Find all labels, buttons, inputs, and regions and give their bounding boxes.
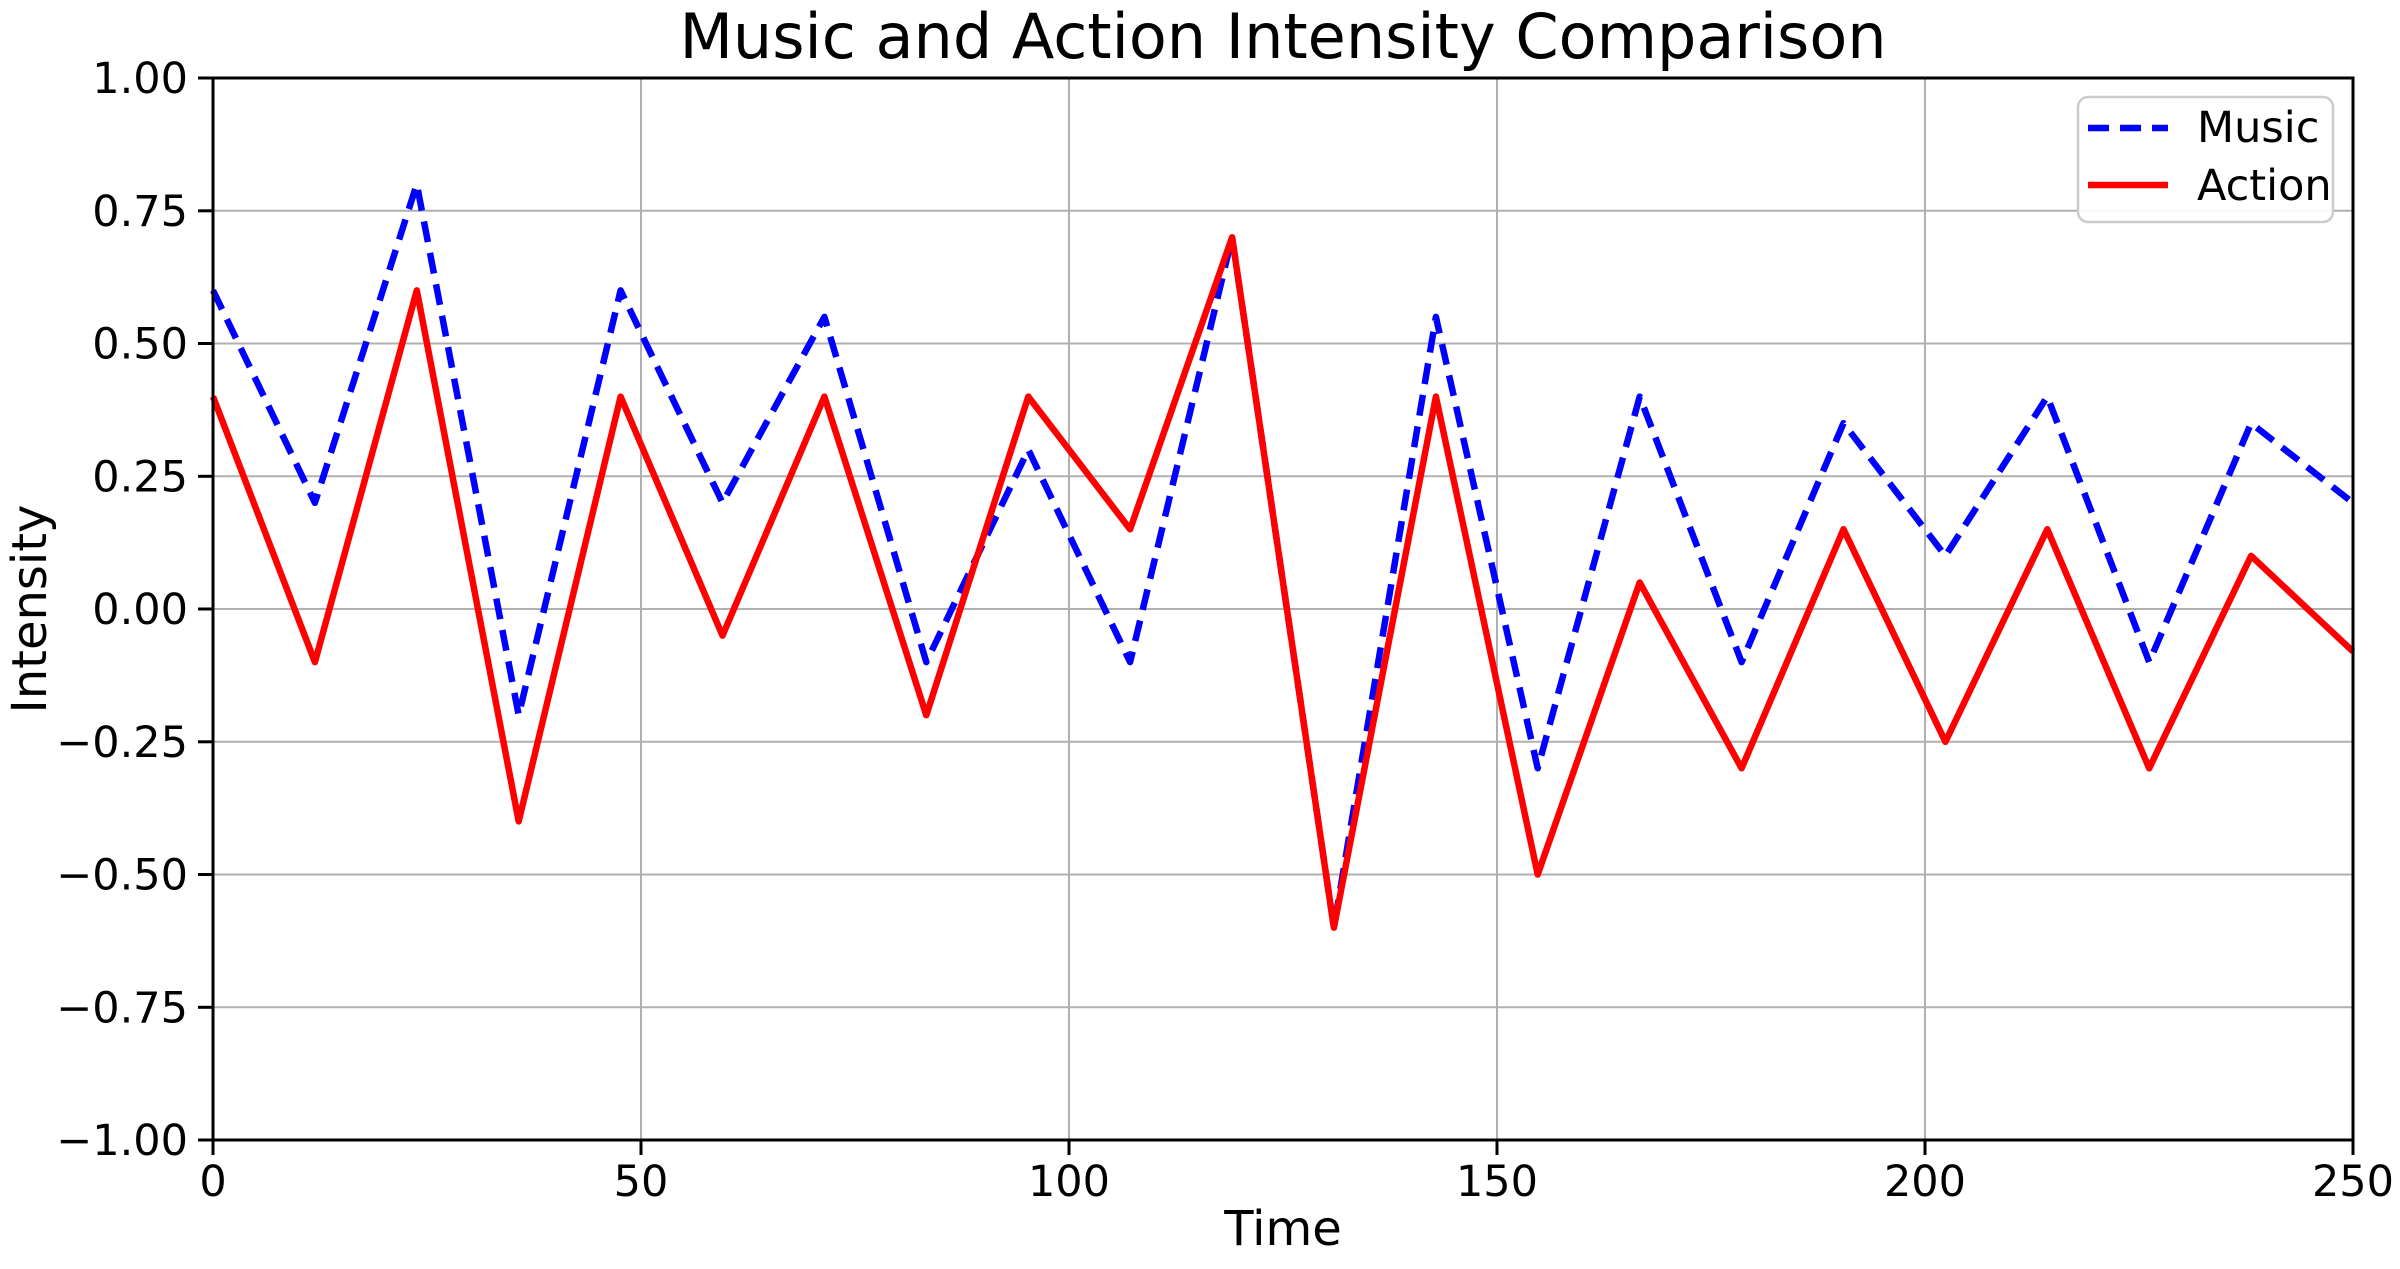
y-axis-label: Intensity bbox=[2, 505, 58, 714]
action-line bbox=[209, 234, 2356, 931]
y-tick-label: 0.75 bbox=[92, 187, 188, 237]
x-axis-label: Time bbox=[1223, 1201, 1341, 1257]
y-tick-label: −1.00 bbox=[56, 1116, 188, 1166]
x-tick-label: 200 bbox=[1884, 1157, 1966, 1207]
x-tick-label: 100 bbox=[1028, 1157, 1110, 1207]
legend: Music Action bbox=[2076, 95, 2335, 224]
y-tick-label: 1.00 bbox=[92, 54, 188, 104]
y-tick-label: −0.25 bbox=[56, 718, 188, 768]
y-tick-label: −0.75 bbox=[56, 983, 188, 1033]
legend-box bbox=[2076, 95, 2335, 224]
y-tick-label: 0.25 bbox=[92, 452, 188, 502]
x-tick-label: 150 bbox=[1456, 1157, 1538, 1207]
x-tick-label: 0 bbox=[199, 1157, 226, 1207]
y-tick-label: −0.50 bbox=[56, 851, 188, 901]
x-tick-label: 50 bbox=[614, 1157, 669, 1207]
y-tick-label: 0.00 bbox=[92, 585, 188, 635]
axis-ticks bbox=[198, 76, 2355, 1155]
x-tick-labels: 0 50 100 150 200 250 bbox=[199, 1157, 2394, 1207]
y-tick-label: 0.50 bbox=[92, 320, 188, 370]
legend-music-label: Music bbox=[2197, 103, 2319, 153]
music-line bbox=[210, 180, 2356, 931]
chart-title: Music and Action Intensity Comparison bbox=[679, 0, 1886, 73]
series-lines bbox=[209, 180, 2356, 931]
x-tick-label: 250 bbox=[2312, 1157, 2394, 1207]
legend-action-label: Action bbox=[2197, 161, 2332, 211]
y-tick-labels: 1.00 0.75 0.50 0.25 0.00 −0.25 −0.50 −0.75 −1.00 bbox=[56, 54, 188, 1166]
